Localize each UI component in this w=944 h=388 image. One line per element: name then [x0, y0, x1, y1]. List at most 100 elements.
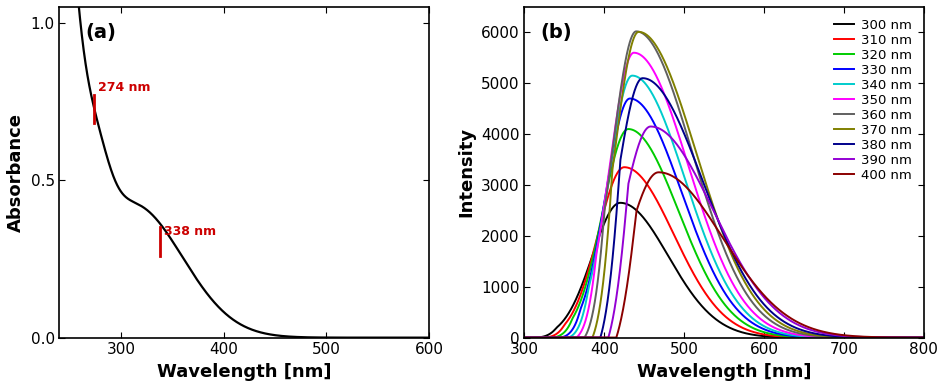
Text: (a): (a)	[85, 24, 116, 42]
360 nm	[630, 29, 641, 34]
380 nm	[867, 335, 878, 340]
390 nm	[645, 124, 656, 129]
Text: 274 nm: 274 nm	[98, 81, 151, 94]
310 nm	[688, 274, 700, 279]
340 nm	[688, 206, 700, 211]
Line: 380 nm: 380 nm	[524, 78, 922, 338]
Line: 330 nm: 330 nm	[524, 99, 922, 338]
400 nm	[917, 335, 928, 340]
Legend: 300 nm, 310 nm, 320 nm, 330 nm, 340 nm, 350 nm, 360 nm, 370 nm, 380 nm, 390 nm, : 300 nm, 310 nm, 320 nm, 330 nm, 340 nm, …	[828, 14, 916, 187]
320 nm	[917, 335, 928, 340]
400 nm	[867, 335, 878, 340]
320 nm	[564, 322, 575, 326]
Text: 338 nm: 338 nm	[164, 225, 216, 239]
310 nm	[518, 335, 530, 340]
330 nm	[867, 335, 878, 340]
350 nm	[917, 335, 928, 340]
390 nm	[909, 335, 920, 340]
380 nm	[564, 335, 575, 340]
400 nm	[564, 335, 575, 340]
400 nm	[909, 335, 920, 340]
340 nm	[867, 335, 878, 340]
370 nm	[518, 335, 530, 340]
Y-axis label: Intensity: Intensity	[457, 127, 475, 217]
350 nm	[518, 335, 530, 340]
340 nm	[518, 335, 530, 340]
300 nm	[518, 335, 530, 340]
350 nm	[867, 335, 878, 340]
360 nm	[564, 335, 575, 340]
360 nm	[688, 159, 700, 164]
330 nm	[624, 96, 635, 101]
X-axis label: Wavelength [nm]: Wavelength [nm]	[157, 363, 331, 381]
380 nm	[688, 158, 700, 163]
360 nm	[867, 335, 878, 340]
340 nm	[564, 334, 575, 339]
400 nm	[518, 335, 530, 340]
300 nm	[688, 295, 700, 300]
390 nm	[688, 171, 700, 176]
390 nm	[671, 143, 683, 148]
310 nm	[867, 335, 878, 340]
310 nm	[618, 165, 630, 170]
390 nm	[917, 335, 928, 340]
400 nm	[652, 170, 664, 175]
370 nm	[688, 146, 700, 151]
310 nm	[587, 248, 598, 253]
Line: 310 nm: 310 nm	[524, 167, 922, 338]
370 nm	[671, 92, 683, 97]
370 nm	[632, 29, 644, 34]
310 nm	[909, 335, 920, 340]
320 nm	[518, 335, 530, 340]
Line: 340 nm: 340 nm	[524, 76, 922, 338]
340 nm	[671, 155, 683, 159]
330 nm	[688, 227, 700, 231]
400 nm	[688, 195, 700, 199]
310 nm	[917, 335, 928, 340]
Line: 320 nm: 320 nm	[524, 129, 922, 338]
320 nm	[671, 206, 683, 211]
370 nm	[867, 335, 878, 340]
390 nm	[587, 335, 598, 340]
390 nm	[564, 335, 575, 340]
300 nm	[671, 270, 683, 274]
330 nm	[917, 335, 928, 340]
400 nm	[671, 177, 683, 182]
Text: (b): (b)	[540, 24, 571, 42]
320 nm	[688, 249, 700, 253]
330 nm	[671, 179, 683, 184]
340 nm	[917, 335, 928, 340]
300 nm	[614, 201, 625, 205]
350 nm	[564, 335, 575, 340]
300 nm	[587, 249, 598, 254]
370 nm	[564, 335, 575, 340]
300 nm	[564, 308, 575, 313]
340 nm	[626, 73, 637, 78]
350 nm	[628, 50, 639, 55]
310 nm	[671, 240, 683, 245]
360 nm	[671, 103, 683, 107]
300 nm	[867, 335, 878, 340]
320 nm	[622, 127, 633, 132]
X-axis label: Wavelength [nm]: Wavelength [nm]	[636, 363, 811, 381]
380 nm	[671, 117, 683, 121]
310 nm	[564, 315, 575, 320]
Line: 390 nm: 390 nm	[524, 126, 922, 338]
350 nm	[688, 184, 700, 189]
300 nm	[917, 335, 928, 340]
370 nm	[917, 335, 928, 340]
320 nm	[587, 252, 598, 256]
370 nm	[909, 335, 920, 340]
390 nm	[867, 335, 878, 340]
390 nm	[518, 335, 530, 340]
300 nm	[909, 335, 920, 340]
380 nm	[917, 335, 928, 340]
350 nm	[909, 335, 920, 340]
Y-axis label: Absorbance: Absorbance	[7, 113, 25, 232]
320 nm	[867, 335, 878, 340]
Line: 350 nm: 350 nm	[524, 53, 922, 338]
330 nm	[909, 335, 920, 340]
360 nm	[909, 335, 920, 340]
Line: 300 nm: 300 nm	[524, 203, 922, 338]
370 nm	[587, 332, 598, 336]
